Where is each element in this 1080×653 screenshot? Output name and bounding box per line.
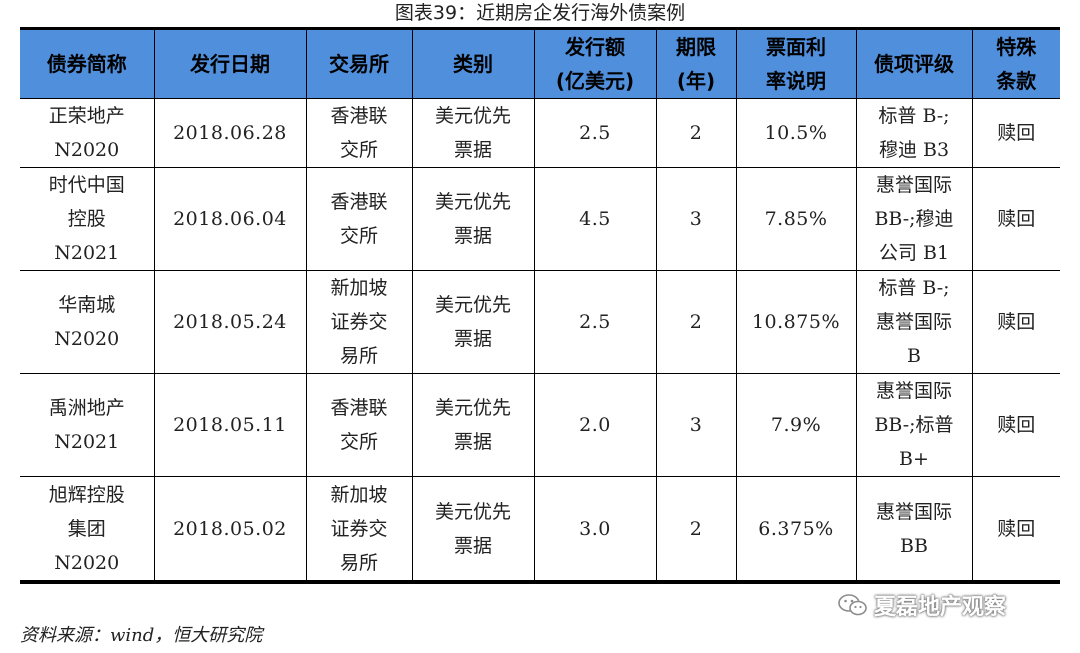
cell-exchange: 香港联 交所 [305,167,413,271]
table-caption: 图表39：近期房企发行海外债案例 [394,2,686,24]
cell-bond-name: 时代中国 控股 N2021 [20,167,155,271]
cell-coupon: 10.875% [735,270,857,374]
cell-rating: 标普 B-; 穆迪 B3 [855,98,973,168]
cell-clause: 赎回 [971,476,1060,581]
cell-issue-date: 2018.06.28 [153,98,307,168]
cell-clause: 赎回 [971,167,1060,271]
header-coupon: 票面利 率说明 [735,30,857,99]
cell-term: 2 [655,270,737,374]
cell-category: 美元优先 票据 [411,373,535,477]
cell-issue-date: 2018.05.24 [153,270,307,374]
cell-coupon: 7.85% [735,167,857,271]
header-bond-name: 债券简称 [20,30,155,99]
cell-bond-name: 禹洲地产 N2021 [20,373,155,477]
cell-coupon: 10.5% [735,98,857,168]
cell-rating: 惠誉国际 BB [855,476,973,581]
header-amount: 发行额 (亿美元) [533,30,657,99]
cell-amount: 2.0 [533,373,657,477]
cell-issue-date: 2018.05.02 [153,476,307,581]
cell-exchange: 新加坡 证券交 易所 [305,476,413,581]
cell-category: 美元优先 票据 [411,167,535,271]
header-clause: 特殊 条款 [971,30,1060,99]
table-row: 时代中国 控股 N2021 2018.06.04 香港联 交所 美元优先 票据 … [20,167,1060,271]
cell-clause: 赎回 [971,270,1060,374]
watermark-text: 夏磊地产观察 [874,595,1007,620]
cell-clause: 赎回 [971,98,1060,168]
header-exchange: 交易所 [305,30,413,99]
cell-term: 2 [655,476,737,581]
wechat-icon [838,593,868,617]
cell-rating: 惠誉国际 BB-;穆迪 公司 B1 [855,167,973,271]
bond-table-wrapper: 债券简称 发行日期 交易所 类别 发行额 (亿美元) 期限 (年) 票面利 率说… [20,27,1060,584]
cell-term: 3 [655,373,737,477]
cell-bond-name: 正荣地产 N2020 [20,98,155,168]
cell-bond-name: 旭辉控股 集团 N2020 [20,476,155,581]
cell-amount: 3.0 [533,476,657,581]
cell-term: 3 [655,167,737,271]
cell-amount: 2.5 [533,98,657,168]
header-rating: 债项评级 [855,30,973,99]
cell-category: 美元优先 票据 [411,476,535,581]
header-category: 类别 [411,30,535,99]
cell-exchange: 新加坡 证券交 易所 [305,270,413,374]
table-row: 旭辉控股 集团 N2020 2018.05.02 新加坡 证券交 易所 美元优先… [20,476,1060,581]
header-row: 债券简称 发行日期 交易所 类别 发行额 (亿美元) 期限 (年) 票面利 率说… [20,30,1060,99]
cell-issue-date: 2018.05.11 [153,373,307,477]
cell-exchange: 香港联 交所 [305,98,413,168]
table-row: 禹洲地产 N2021 2018.05.11 香港联 交所 美元优先 票据 2.0… [20,373,1060,477]
cell-amount: 2.5 [533,270,657,374]
cell-category: 美元优先 票据 [411,270,535,374]
bond-table: 债券简称 发行日期 交易所 类别 发行额 (亿美元) 期限 (年) 票面利 率说… [20,30,1060,581]
cell-coupon: 6.375% [735,476,857,581]
watermark: 夏磊地产观察 [838,590,1006,620]
header-term: 期限 (年) [655,30,737,99]
table-row: 正荣地产 N2020 2018.06.28 香港联 交所 美元优先 票据 2.5… [20,98,1060,168]
cell-exchange: 香港联 交所 [305,373,413,477]
table-row: 华南城 N2020 2018.05.24 新加坡 证券交 易所 美元优先 票据 … [20,270,1060,374]
cell-issue-date: 2018.06.04 [153,167,307,271]
cell-rating: 标普 B-; 惠誉国际 B [855,270,973,374]
cell-amount: 4.5 [533,167,657,271]
source-note: 资料来源：wind，恒大研究院 [20,625,263,646]
cell-bond-name: 华南城 N2020 [20,270,155,374]
header-issue-date: 发行日期 [153,30,307,99]
cell-term: 2 [655,98,737,168]
cell-coupon: 7.9% [735,373,857,477]
cell-clause: 赎回 [971,373,1060,477]
cell-rating: 惠誉国际 BB-;标普 B+ [855,373,973,477]
cell-category: 美元优先 票据 [411,98,535,168]
